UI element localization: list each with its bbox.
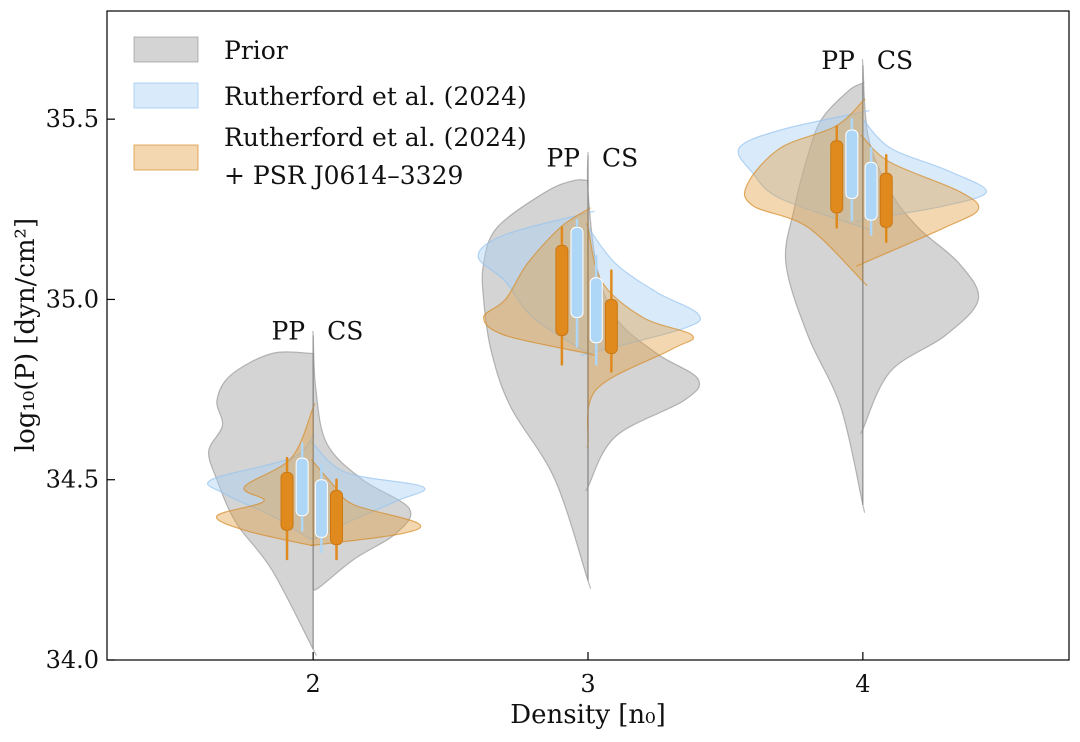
box-orange-pp-0	[280, 472, 294, 531]
box-blue-cs-1	[589, 277, 603, 344]
x-tick-label-0: 2	[306, 670, 321, 698]
legend-swatch-1	[133, 82, 199, 109]
box-orange-pp-2	[830, 140, 844, 214]
side-label-cs-1: CS	[602, 143, 638, 172]
y-tick-label-0: 34.0	[46, 646, 99, 674]
y-axis-label: log₁₀(P) [dyn/cm²]	[11, 218, 41, 452]
x-axis-label: Density [n₀]	[510, 700, 666, 730]
violin-prior-cs-1	[585, 151, 701, 492]
box-layer	[280, 117, 893, 561]
side-label-pp-1: PP	[546, 143, 580, 172]
box-blue-cs-0	[314, 479, 328, 538]
box-orange-cs-1	[604, 298, 618, 355]
violin-prior-cs-2	[860, 59, 980, 435]
legend-swatch-0	[133, 36, 199, 63]
box-orange-cs-0	[330, 490, 344, 546]
y-tick-label-3: 35.5	[46, 105, 99, 133]
box-blue-pp-2	[845, 129, 859, 199]
legend-label-1: Rutherford et al. (2024)	[224, 82, 527, 111]
side-label-cs-2: CS	[877, 46, 913, 75]
legend-label-2-line2: + PSR J0614–3329	[224, 161, 463, 190]
legend-label-2: Rutherford et al. (2024)	[224, 123, 527, 152]
violin-prior-pp-2	[784, 81, 866, 513]
side-label-pp-2: PP	[821, 46, 855, 75]
violin-prior-pp-0	[208, 351, 317, 656]
side-label-cs-0: CS	[327, 317, 363, 346]
legend-label-0: Prior	[224, 36, 288, 65]
side-label-pp-0: PP	[271, 317, 305, 346]
axis-ticks: 2 3 4 34.0 34.5 35.0 35.5	[46, 105, 871, 698]
legend-swatch-2	[133, 144, 199, 171]
x-tick-label-2: 4	[855, 670, 870, 698]
box-blue-pp-1	[570, 226, 584, 318]
box-orange-pp-1	[555, 244, 569, 336]
box-blue-pp-0	[295, 457, 309, 517]
y-tick-label-1: 34.5	[46, 466, 99, 494]
group-side-labels: PP CS PP CS PP CS	[271, 46, 913, 345]
box-blue-cs-2	[864, 161, 878, 221]
legend: Prior Rutherford et al. (2024) Rutherford …	[133, 36, 527, 190]
box-orange-cs-2	[879, 172, 893, 228]
x-tick-label-1: 3	[580, 670, 595, 698]
y-tick-label-2: 35.0	[46, 285, 99, 313]
